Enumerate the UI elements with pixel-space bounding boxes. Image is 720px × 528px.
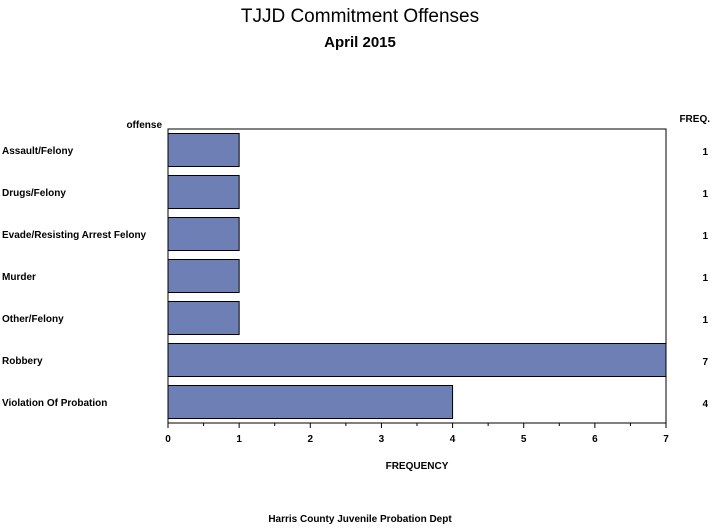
plot-frame xyxy=(167,128,667,424)
x-tick-label: 3 xyxy=(379,434,385,445)
freq-value-label: 7 xyxy=(702,357,708,368)
freq-value-label: 1 xyxy=(702,315,708,326)
bar xyxy=(167,259,240,293)
x-tick-label: 6 xyxy=(592,434,598,445)
freq-value-label: 1 xyxy=(702,231,708,242)
freq-column-label: FREQ. xyxy=(679,114,710,125)
bar xyxy=(167,175,240,209)
category-label: Other/Felony xyxy=(2,314,64,325)
bar xyxy=(167,301,240,335)
y-axis-label: offense xyxy=(126,120,162,131)
x-tick-label: 2 xyxy=(308,434,314,445)
bar xyxy=(167,133,240,167)
freq-value-label: 4 xyxy=(702,399,708,410)
category-label: Murder xyxy=(2,272,36,283)
category-label: Drugs/Felony xyxy=(2,188,66,199)
chart-title: TJJD Commitment Offenses xyxy=(240,6,480,27)
x-tick-label: 4 xyxy=(450,434,456,445)
chart-subtitle: April 2015 xyxy=(324,34,396,51)
x-tick-label: 7 xyxy=(663,434,669,445)
x-tick-label: 5 xyxy=(521,434,527,445)
x-axis-label: FREQUENCY xyxy=(386,461,449,472)
bar xyxy=(167,385,454,419)
bar xyxy=(167,217,240,251)
bar xyxy=(167,343,667,377)
category-label: Violation Of Probation xyxy=(2,398,107,409)
category-label: Robbery xyxy=(2,356,43,367)
freq-value-label: 1 xyxy=(702,273,708,284)
x-tick-label: 1 xyxy=(236,434,242,445)
category-label: Assault/Felony xyxy=(2,146,74,157)
footnote: Harris County Juvenile Probation Dept xyxy=(268,514,452,525)
freq-value-label: 1 xyxy=(702,147,708,158)
x-tick-label: 0 xyxy=(165,434,171,445)
freq-value-label: 1 xyxy=(702,189,708,200)
category-label: Evade/Resisting Arrest Felony xyxy=(2,230,147,241)
